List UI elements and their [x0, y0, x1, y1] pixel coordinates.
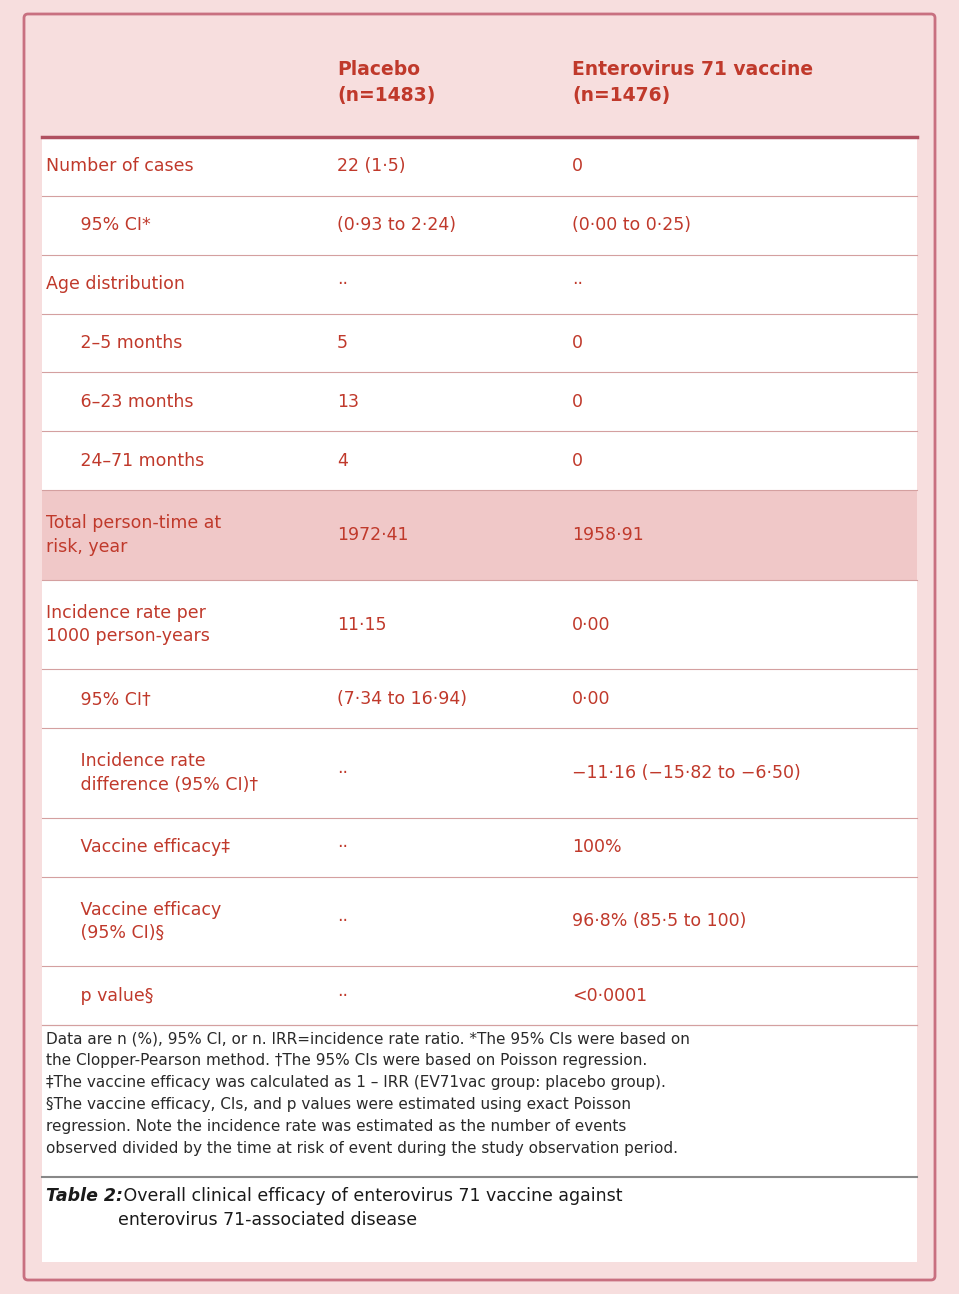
- Bar: [42, 729, 917, 818]
- Text: p value§: p value§: [64, 986, 153, 1004]
- Text: the Clopper-Pearson method. †The 95% CIs were based on Poisson regression.: the Clopper-Pearson method. †The 95% CIs…: [46, 1053, 647, 1068]
- Text: 6–23 months: 6–23 months: [64, 393, 194, 411]
- Text: Enterovirus 71 vaccine
(n=1476): Enterovirus 71 vaccine (n=1476): [572, 60, 813, 105]
- Bar: [42, 490, 917, 580]
- Text: 24–71 months: 24–71 months: [64, 452, 204, 470]
- Text: 2–5 months: 2–5 months: [64, 334, 182, 352]
- Text: 4: 4: [337, 452, 348, 470]
- Text: Vaccine efficacy
   (95% CI)§: Vaccine efficacy (95% CI)§: [64, 901, 222, 942]
- Text: (0·93 to 2·24): (0·93 to 2·24): [337, 216, 456, 234]
- FancyBboxPatch shape: [24, 14, 935, 1280]
- Bar: [42, 967, 917, 1025]
- Text: ··: ··: [337, 276, 348, 294]
- Text: 1958·91: 1958·91: [572, 525, 643, 543]
- Bar: [42, 195, 917, 255]
- Text: Incidence rate
   difference (95% CI)†: Incidence rate difference (95% CI)†: [64, 752, 258, 793]
- Bar: [42, 580, 917, 669]
- Text: <0·0001: <0·0001: [572, 986, 647, 1004]
- Bar: [42, 669, 917, 729]
- Text: Overall clinical efficacy of enterovirus 71 vaccine against
enterovirus 71-assoc: Overall clinical efficacy of enterovirus…: [118, 1187, 622, 1229]
- Text: Data are n (%), 95% CI, or n. IRR=incidence rate ratio. *The 95% CIs were based : Data are n (%), 95% CI, or n. IRR=incide…: [46, 1031, 690, 1046]
- Text: 22 (1·5): 22 (1·5): [337, 158, 406, 176]
- Bar: [42, 137, 917, 195]
- Text: 1972·41: 1972·41: [337, 525, 409, 543]
- Bar: [42, 818, 917, 876]
- Text: 0: 0: [572, 158, 583, 176]
- Bar: [42, 313, 917, 373]
- Bar: [42, 876, 917, 967]
- Bar: [42, 255, 917, 313]
- Text: (7·34 to 16·94): (7·34 to 16·94): [337, 690, 467, 708]
- Bar: [42, 32, 917, 137]
- Text: 5: 5: [337, 334, 348, 352]
- Text: §The vaccine efficacy, CIs, and p values were estimated using exact Poisson: §The vaccine efficacy, CIs, and p values…: [46, 1097, 631, 1112]
- Text: 0·00: 0·00: [572, 690, 611, 708]
- Bar: [42, 431, 917, 490]
- Bar: [42, 373, 917, 431]
- Text: Number of cases: Number of cases: [46, 158, 194, 176]
- Bar: [42, 1178, 917, 1262]
- Text: Incidence rate per
1000 person-years: Incidence rate per 1000 person-years: [46, 604, 210, 646]
- Text: 0: 0: [572, 393, 583, 411]
- Text: −11·16 (−15·82 to −6·50): −11·16 (−15·82 to −6·50): [572, 763, 801, 782]
- Text: 0·00: 0·00: [572, 616, 611, 634]
- Text: Total person-time at
risk, year: Total person-time at risk, year: [46, 514, 222, 555]
- Text: ··: ··: [337, 839, 348, 857]
- Text: 11·15: 11·15: [337, 616, 386, 634]
- Text: Table 2:: Table 2:: [46, 1187, 123, 1205]
- Text: 95% CI†: 95% CI†: [64, 690, 151, 708]
- Text: Vaccine efficacy‡: Vaccine efficacy‡: [64, 839, 230, 857]
- Text: Age distribution: Age distribution: [46, 276, 185, 294]
- Text: ‡The vaccine efficacy was calculated as 1 – IRR (EV71vac group: placebo group).: ‡The vaccine efficacy was calculated as …: [46, 1075, 666, 1090]
- Text: regression. Note the incidence rate was estimated as the number of events: regression. Note the incidence rate was …: [46, 1119, 626, 1134]
- Text: 0: 0: [572, 334, 583, 352]
- Text: ··: ··: [337, 912, 348, 930]
- Text: 0: 0: [572, 452, 583, 470]
- Text: ··: ··: [337, 986, 348, 1004]
- Text: Placebo
(n=1483): Placebo (n=1483): [337, 60, 435, 105]
- Text: ··: ··: [572, 276, 583, 294]
- Text: (0·00 to 0·25): (0·00 to 0·25): [572, 216, 691, 234]
- Text: 95% CI*: 95% CI*: [64, 216, 151, 234]
- Text: 100%: 100%: [572, 839, 621, 857]
- Bar: [42, 1025, 917, 1178]
- Text: 13: 13: [337, 393, 359, 411]
- Text: 96·8% (85·5 to 100): 96·8% (85·5 to 100): [572, 912, 746, 930]
- Text: ··: ··: [337, 763, 348, 782]
- Text: observed divided by the time at risk of event during the study observation perio: observed divided by the time at risk of …: [46, 1141, 678, 1156]
